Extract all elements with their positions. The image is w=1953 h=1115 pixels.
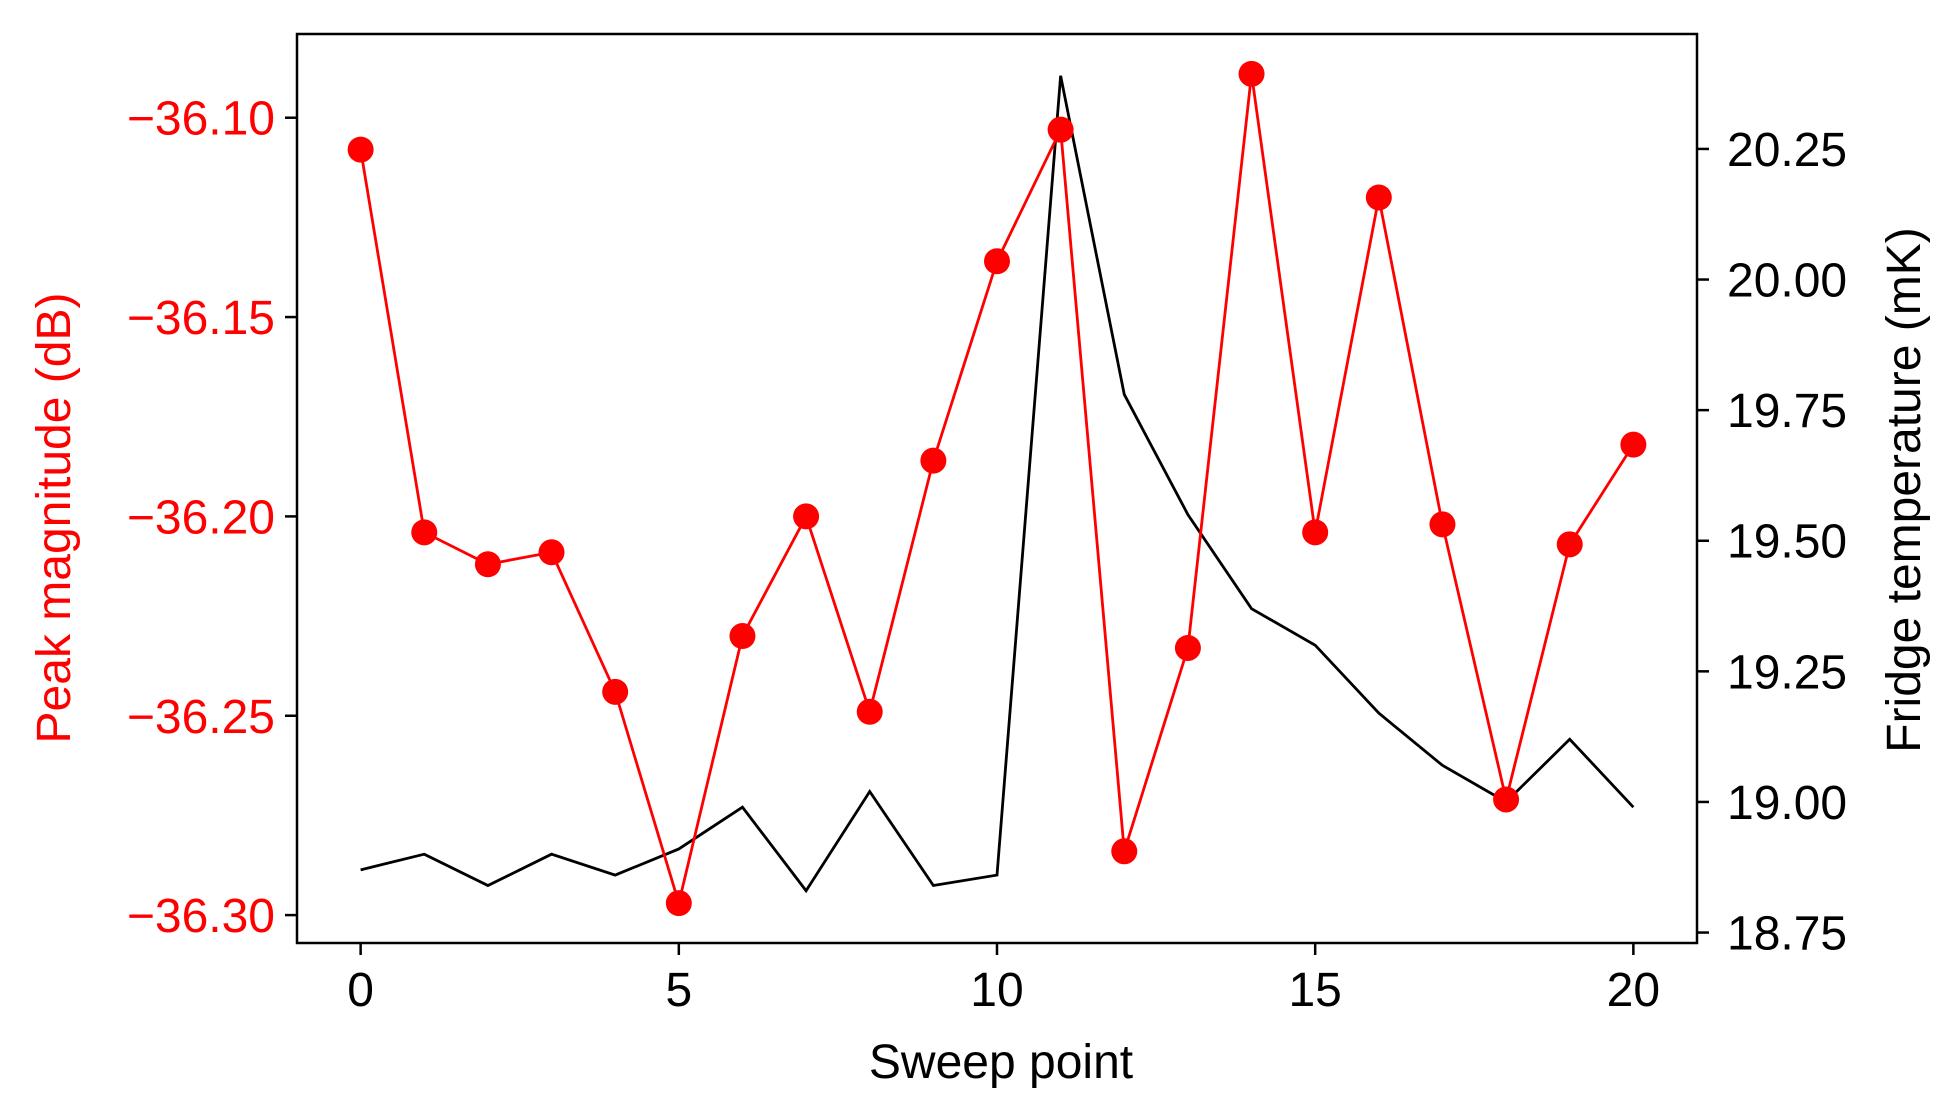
left-y-tick-label: −36.15 <box>127 292 275 345</box>
peak-magnitude-point <box>1429 511 1456 538</box>
peak-magnitude-point <box>1047 116 1074 143</box>
peak-magnitude-point <box>474 551 501 578</box>
peak-magnitude-point <box>602 678 629 705</box>
right-y-tick-label: 18.75 <box>1727 908 1847 961</box>
right-y-tick-label: 20.00 <box>1727 255 1847 308</box>
left-y-tick-label: −36.30 <box>127 890 275 943</box>
peak-magnitude-point <box>1493 786 1520 813</box>
left-y-axis-label: Peak magnitude (dB) <box>28 293 81 744</box>
peak-magnitude-point <box>538 539 565 566</box>
x-tick-label: 10 <box>970 964 1023 1017</box>
peak-magnitude-point <box>1111 838 1138 865</box>
left-y-tick-label: −36.25 <box>127 691 275 744</box>
plot-frame <box>295 32 1699 945</box>
plot-border <box>295 32 1699 945</box>
left-y-tick-label: −36.10 <box>127 93 275 146</box>
right-y-axis-label: Fridge temperature (mK) <box>1878 227 1931 753</box>
left-y-axis-ticks: −36.10 −36.15 −36.20 −36.25 −36.30 <box>127 93 297 943</box>
peak-magnitude-point <box>856 698 883 725</box>
left-y-tick-label: −36.20 <box>127 491 275 544</box>
x-tick-label: 20 <box>1607 964 1660 1017</box>
peak-magnitude-point <box>347 136 374 163</box>
peak-magnitude-point <box>920 447 947 474</box>
x-tick-label: 0 <box>347 964 374 1017</box>
peak-magnitude-point <box>1174 634 1201 661</box>
right-y-axis-ticks: 20.25 20.00 19.75 19.50 19.25 19.00 18.75 <box>1697 124 1847 961</box>
right-y-tick-label: 19.75 <box>1727 385 1847 438</box>
right-y-tick-label: 19.00 <box>1727 777 1847 830</box>
fridge-temperature-line <box>360 75 1635 894</box>
peak-magnitude-point <box>1238 60 1265 87</box>
peak-magnitude-point <box>1365 184 1392 211</box>
peak-magnitude-point <box>1302 519 1329 546</box>
x-axis-ticks: 0 5 10 15 20 <box>347 943 1660 1017</box>
series-layer <box>347 60 1647 917</box>
peak-magnitude-point <box>729 623 756 650</box>
right-y-tick-label: 19.25 <box>1727 646 1847 699</box>
right-y-tick-label: 19.50 <box>1727 516 1847 569</box>
peak-magnitude-point <box>984 248 1010 275</box>
right-y-tick-label: 20.25 <box>1727 124 1847 177</box>
peak-magnitude-line <box>359 73 1635 909</box>
peak-magnitude-point <box>411 519 438 546</box>
peak-magnitude-point <box>793 503 820 530</box>
x-tick-label: 5 <box>665 964 692 1017</box>
peak-magnitude-point <box>1620 431 1647 458</box>
peak-magnitude-point <box>1556 531 1583 558</box>
peak-magnitude-point <box>665 890 692 917</box>
x-tick-label: 15 <box>1288 964 1341 1017</box>
x-axis-label: Sweep point <box>869 1036 1133 1089</box>
